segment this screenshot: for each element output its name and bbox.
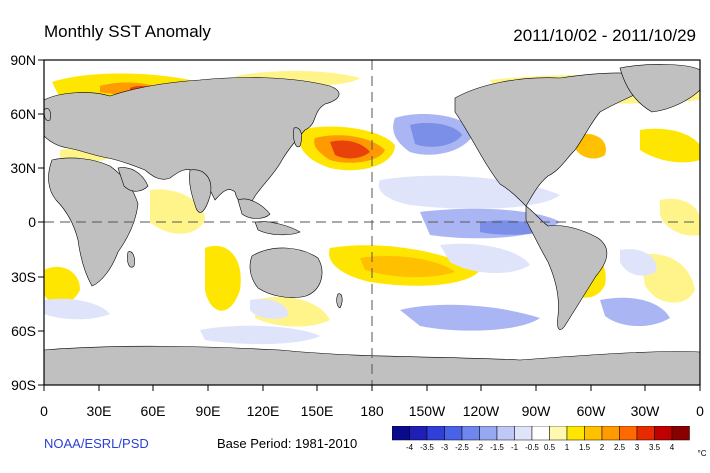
lat-label: 30S [11,269,36,285]
colorbar-label: 2 [600,443,605,452]
colorbar-swatch [601,426,620,441]
colorbar-swatch [584,426,603,441]
lon-label: 60W [577,403,607,419]
colorbar-label: -1 [511,443,519,452]
colorbar-label: 3.5 [649,443,661,452]
colorbar-swatch [409,426,428,441]
colorbar-label: 4 [670,443,675,452]
colorbar-label: -4 [406,443,414,452]
lon-ticks [43,385,701,391]
colorbar: -4 -3.5 -3 -2.5 -2 -1.5 -1 -0.5 0.5 1 1.5 2 2.5 3 3.5 4… [392,426,707,458]
colorbar-label: 2.5 [614,443,626,452]
colorbar-label: 0.5 [544,443,556,452]
colorbar-label: 3 [635,443,640,452]
lat-label: 30N [10,160,36,176]
colorbar-swatch [392,426,410,441]
lon-label: 30W [631,403,661,419]
colorbar-swatch [444,426,463,441]
colorbar-label: -2.5 [455,443,469,452]
colorbar-label: -3.5 [420,443,434,452]
colorbar-swatch [426,426,445,441]
lat-label: 90S [11,377,36,393]
colorbar-swatch [479,426,498,441]
colorbar-swatch [671,426,690,441]
colorbar-swatch [636,426,655,441]
lon-label: 150W [409,403,446,419]
colorbar-swatch [619,426,638,441]
land-masses [44,64,700,385]
lon-label: 30E [87,403,112,419]
lon-label: 90W [522,403,552,419]
colorbar-swatch [531,426,550,441]
lat-label: 90N [10,52,36,68]
colorbar-label: -3 [441,443,449,452]
base-period-label: Base Period: 1981-2010 [217,436,358,451]
lat-ticks [38,59,44,386]
credit-label: NOAA/ESRL/PSD [44,436,149,451]
lon-label: 180 [360,403,384,419]
map-title: Monthly SST Anomaly [44,22,211,41]
lon-label: 0 [696,403,704,419]
colorbar-swatch [566,426,585,441]
colorbar-swatch [496,426,515,441]
lat-label: 0 [28,214,36,230]
lon-label: 0 [40,403,48,419]
date-range: 2011/10/02 - 2011/10/29 [513,26,696,45]
colorbar-swatch [654,426,673,441]
lat-label: 60S [11,323,36,339]
lat-label: 60N [10,106,36,122]
lon-label: 90E [196,403,221,419]
colorbar-swatches [392,426,690,441]
lon-label: 120W [463,403,500,419]
colorbar-label: -1.5 [490,443,504,452]
colorbar-swatch [514,426,533,441]
lon-label: 120E [247,403,280,419]
lon-label: 60E [141,403,166,419]
colorbar-label: -2 [476,443,484,452]
colorbar-label: 1 [565,443,570,452]
colorbar-swatch [549,426,568,441]
colorbar-label: 1.5 [579,443,591,452]
colorbar-unit: °C [698,449,707,458]
colorbar-label: -0.5 [525,443,539,452]
colorbar-swatch [461,426,480,441]
lon-label: 150E [301,403,334,419]
